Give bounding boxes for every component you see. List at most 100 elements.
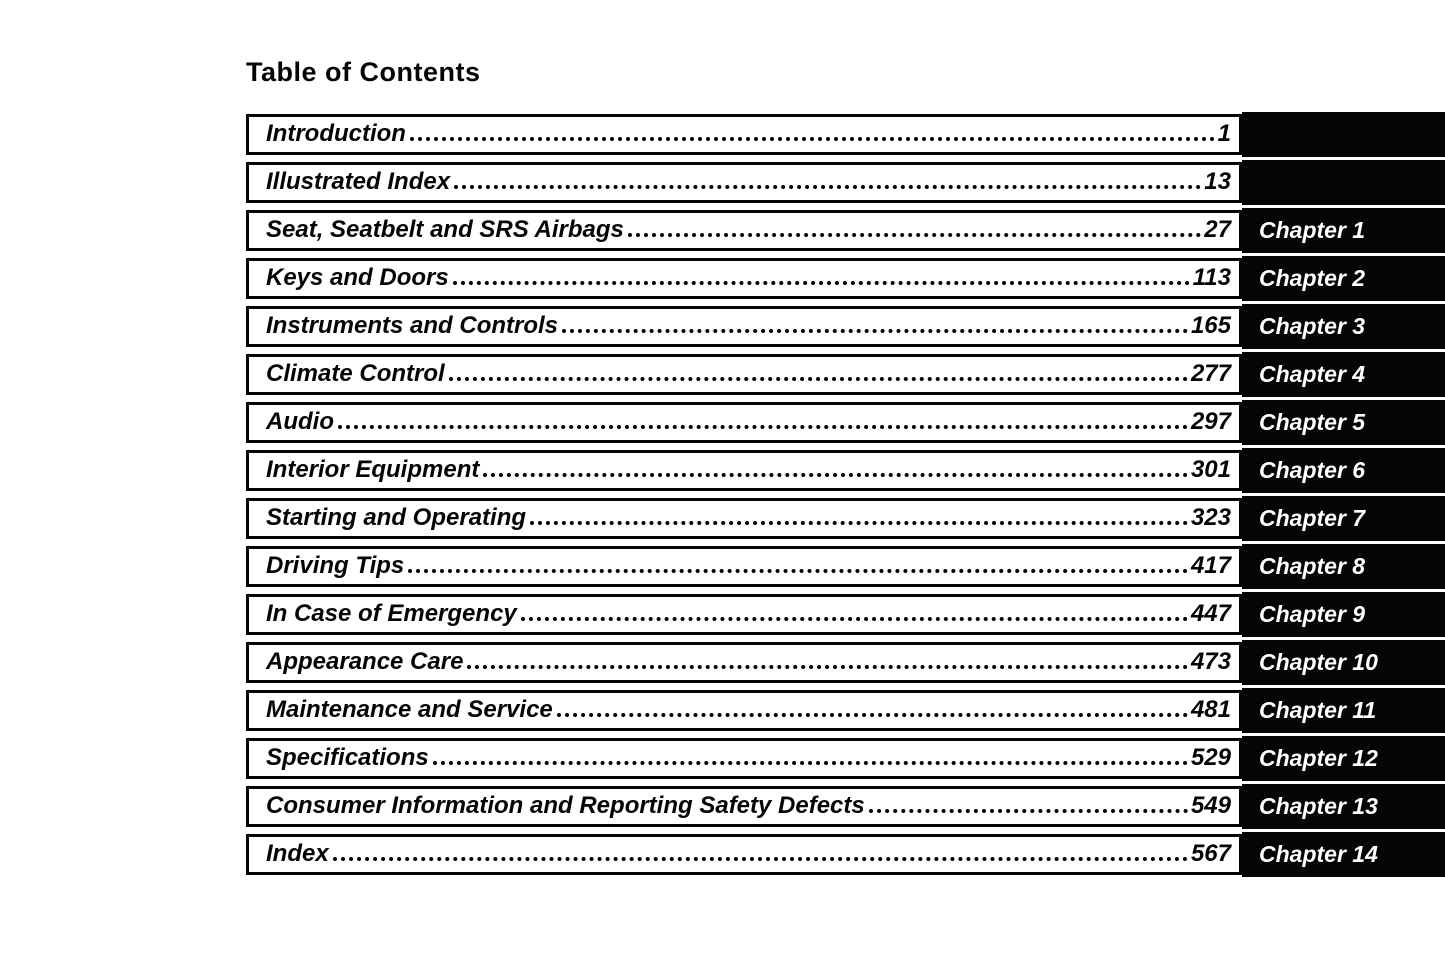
toc-entry-page: 529 — [1190, 744, 1231, 771]
chapter-tab: Chapter 12 — [1242, 736, 1445, 781]
toc-entry: Maintenance and Service 481 — [246, 690, 1242, 731]
toc-entry-label: Seat, Seatbelt and SRS Airbags — [266, 216, 624, 243]
toc-entry-label: Interior Equipment — [266, 456, 480, 483]
dot-leader — [448, 377, 1188, 381]
dot-leader — [452, 281, 1190, 285]
toc-entry-page: 301 — [1190, 456, 1231, 483]
toc-entry-page: 113 — [1192, 264, 1231, 291]
toc-entry-label: Maintenance and Service — [266, 696, 553, 723]
toc-entry: Starting and Operating 323 — [246, 498, 1242, 539]
toc-entry: Seat, Seatbelt and SRS Airbags 27 — [246, 210, 1242, 251]
toc-row-specifications: Specifications 529 Chapter 12 — [246, 736, 1445, 781]
toc-list: Introduction 1 Illustrated Index 13 Seat… — [246, 112, 1445, 882]
chapter-tab: Chapter 13 — [1242, 784, 1445, 829]
toc-entry: Climate Control 277 — [246, 354, 1242, 395]
chapter-tab — [1242, 160, 1445, 205]
chapter-tab: Chapter 7 — [1242, 496, 1445, 541]
toc-row-maintenance-and-service: Maintenance and Service 481 Chapter 11 — [246, 688, 1445, 733]
dot-leader — [337, 425, 1188, 429]
toc-entry: Keys and Doors 113 — [246, 258, 1242, 299]
dot-leader — [409, 137, 1215, 141]
toc-entry-page: 13 — [1204, 168, 1231, 195]
toc-entry: Driving Tips 417 — [246, 546, 1242, 587]
chapter-tab: Chapter 8 — [1242, 544, 1445, 589]
chapter-tab: Chapter 2 — [1242, 256, 1445, 301]
chapter-tab-label: Chapter 3 — [1259, 313, 1366, 339]
chapter-tab-label: Chapter 4 — [1259, 361, 1366, 387]
chapter-tab: Chapter 6 — [1242, 448, 1445, 493]
toc-entry-label: Audio — [266, 408, 334, 435]
dot-leader — [467, 665, 1188, 669]
toc-row-introduction: Introduction 1 — [246, 112, 1445, 157]
toc-entry-page: 297 — [1190, 408, 1231, 435]
toc-entry-label: Consumer Information and Reporting Safet… — [266, 792, 865, 819]
dot-leader — [454, 185, 1202, 189]
toc-entry-page: 567 — [1190, 840, 1231, 867]
toc-entry-page: 481 — [1190, 696, 1231, 723]
toc-row-interior-equipment: Interior Equipment 301 Chapter 6 — [246, 448, 1445, 493]
dot-leader — [483, 473, 1188, 477]
toc-entry: Introduction 1 — [246, 114, 1242, 155]
toc-entry: Specifications 529 — [246, 738, 1242, 779]
toc-row-in-case-of-emergency: In Case of Emergency 447 Chapter 9 — [246, 592, 1445, 637]
toc-row-consumer-information: Consumer Information and Reporting Safet… — [246, 784, 1445, 829]
toc-entry: Index 567 — [246, 834, 1242, 875]
dot-leader — [432, 761, 1188, 765]
toc-entry: Illustrated Index 13 — [246, 162, 1242, 203]
chapter-tab — [1242, 112, 1445, 157]
chapter-tab-label: Chapter 7 — [1259, 505, 1366, 531]
toc-row-instruments-and-controls: Instruments and Controls 165 Chapter 3 — [246, 304, 1445, 349]
toc-entry: Instruments and Controls 165 — [246, 306, 1242, 347]
chapter-tab: Chapter 4 — [1242, 352, 1445, 397]
toc-row-starting-and-operating: Starting and Operating 323 Chapter 7 — [246, 496, 1445, 541]
dot-leader — [868, 809, 1188, 813]
toc-entry-page: 447 — [1190, 600, 1231, 627]
chapter-tab-label: Chapter 11 — [1259, 697, 1377, 723]
chapter-tab-label: Chapter 13 — [1259, 793, 1378, 819]
toc-entry: Audio 297 — [246, 402, 1242, 443]
chapter-tab: Chapter 14 — [1242, 832, 1445, 877]
toc-row-driving-tips: Driving Tips 417 Chapter 8 — [246, 544, 1445, 589]
toc-entry-label: Appearance Care — [266, 648, 464, 675]
toc-entry-page: 165 — [1190, 312, 1231, 339]
toc-entry: Appearance Care 473 — [246, 642, 1242, 683]
dot-leader — [556, 713, 1188, 717]
dot-leader — [520, 617, 1188, 621]
toc-entry-page: 323 — [1190, 504, 1231, 531]
toc-row-illustrated-index: Illustrated Index 13 — [246, 160, 1445, 205]
toc-entry-label: Index — [266, 840, 329, 867]
toc-entry-page: 27 — [1204, 216, 1231, 243]
dot-leader — [332, 857, 1188, 861]
toc-entry-label: Driving Tips — [266, 552, 405, 579]
page-title: Table of Contents — [246, 57, 481, 87]
dot-leader — [562, 329, 1188, 333]
toc-entry-label: Starting and Operating — [266, 504, 527, 531]
toc-entry-page: 277 — [1190, 360, 1231, 387]
chapter-tab-label: Chapter 14 — [1259, 841, 1378, 867]
toc-entry-page: 473 — [1190, 648, 1231, 675]
toc-entry-page: 1 — [1217, 120, 1231, 147]
toc-row-audio: Audio 297 Chapter 5 — [246, 400, 1445, 445]
chapter-tab: Chapter 3 — [1242, 304, 1445, 349]
toc-entry-label: Instruments and Controls — [266, 312, 559, 339]
toc-row-climate-control: Climate Control 277 Chapter 4 — [246, 352, 1445, 397]
toc-entry-label: Specifications — [266, 744, 429, 771]
toc-entry-label: Illustrated Index — [266, 168, 451, 195]
chapter-tab: Chapter 9 — [1242, 592, 1445, 637]
toc-entry-label: Climate Control — [266, 360, 445, 387]
chapter-tab-label: Chapter 1 — [1259, 217, 1366, 243]
chapter-tab: Chapter 10 — [1242, 640, 1445, 685]
toc-entry-page: 549 — [1190, 792, 1231, 819]
toc-entry-page: 417 — [1190, 552, 1231, 579]
toc-entry: In Case of Emergency 447 — [246, 594, 1242, 635]
chapter-tab-label: Chapter 6 — [1259, 457, 1366, 483]
toc-row-seat-seatbelt-srs-airbags: Seat, Seatbelt and SRS Airbags 27 Chapte… — [246, 208, 1445, 253]
chapter-tab: Chapter 11 — [1242, 688, 1445, 733]
toc-entry-label: Keys and Doors — [266, 264, 449, 291]
chapter-tab-label: Chapter 12 — [1259, 745, 1378, 771]
chapter-tab-label: Chapter 2 — [1259, 265, 1366, 291]
toc-row-index: Index 567 Chapter 14 — [246, 832, 1445, 877]
dot-leader — [627, 233, 1202, 237]
toc-row-appearance-care: Appearance Care 473 Chapter 10 — [246, 640, 1445, 685]
